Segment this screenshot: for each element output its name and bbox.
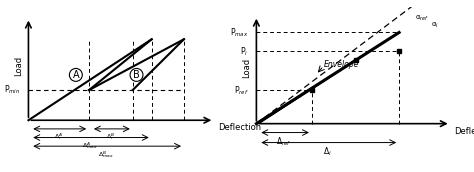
Text: A: A	[73, 70, 79, 80]
Text: Load: Load	[15, 56, 23, 76]
Text: P$_{min}$: P$_{min}$	[4, 84, 21, 96]
Text: Δ$_{i}$: Δ$_{i}$	[323, 145, 332, 158]
Text: B: B	[133, 70, 140, 80]
Text: Load: Load	[242, 58, 251, 78]
Text: Envelope: Envelope	[324, 60, 359, 69]
Text: Δ$^{A}_{max}$: Δ$^{A}_{max}$	[82, 140, 98, 151]
Text: P$_{ref}$: P$_{ref}$	[234, 84, 248, 96]
Text: Δ$_{ref}$: Δ$_{ref}$	[276, 135, 292, 148]
Text: Deflection: Deflection	[218, 123, 261, 132]
Text: Deflection: Deflection	[455, 127, 474, 136]
Text: P$_{max}$: P$_{max}$	[230, 26, 248, 39]
Text: P$_{i}$: P$_{i}$	[240, 45, 248, 58]
Text: α$_{ref}$: α$_{ref}$	[415, 14, 429, 23]
Text: Δ$^{A}_{r}$: Δ$^{A}_{r}$	[54, 132, 64, 142]
Text: Δ$^{B}_{max}$: Δ$^{B}_{max}$	[98, 149, 114, 160]
Text: α$_{i}$: α$_{i}$	[431, 21, 439, 30]
Text: Δ$^{B}_{r}$: Δ$^{B}_{r}$	[106, 132, 116, 142]
